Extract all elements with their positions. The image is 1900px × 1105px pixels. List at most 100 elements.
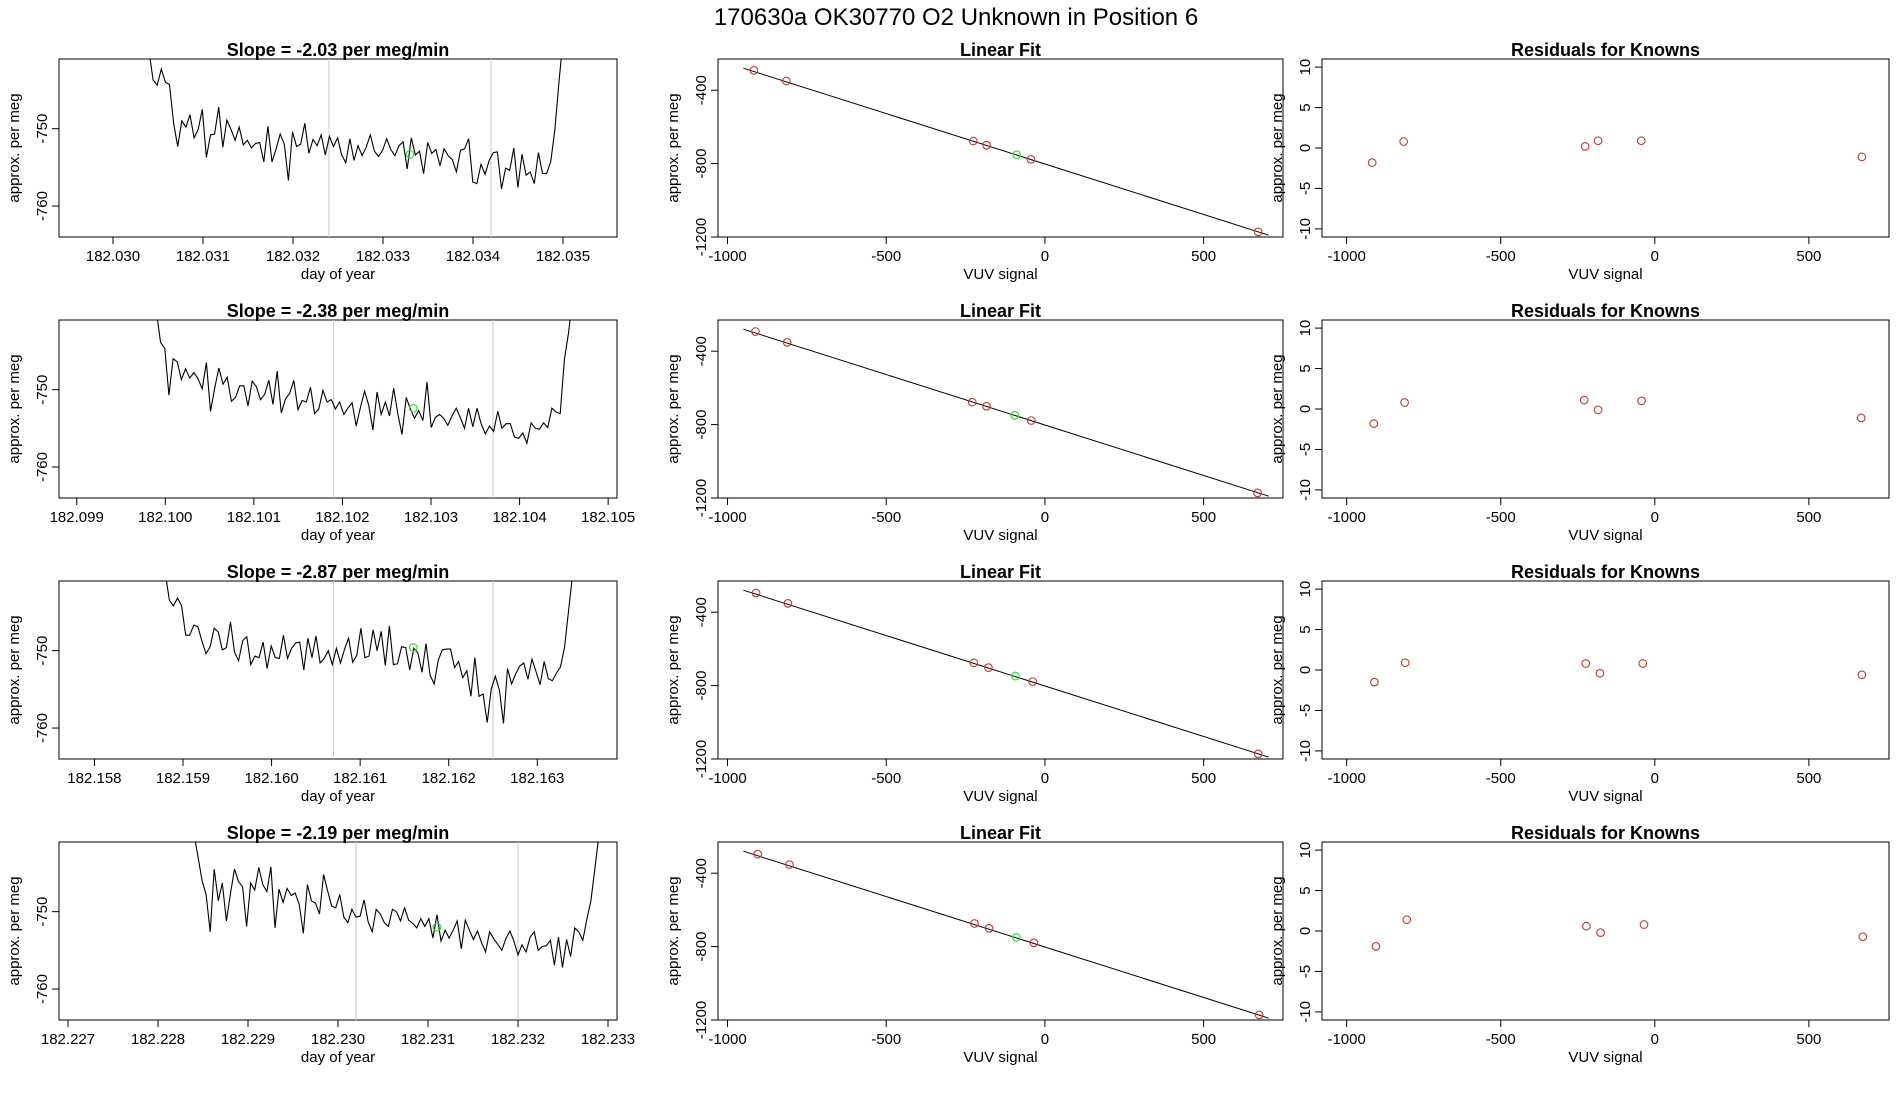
y-tick-label: 5: [1297, 625, 1314, 633]
known-point: [782, 338, 792, 347]
residual-point: [1636, 136, 1646, 146]
residual-point: [1371, 942, 1381, 951]
y-axis-label: approx. per meg: [6, 615, 23, 724]
y-axis-label: approx. per meg: [6, 93, 23, 202]
plot-frame: [717, 841, 1284, 1021]
panel-title: Slope = -2.87 per meg/min: [227, 562, 450, 582]
plot-frame: [1321, 841, 1890, 1021]
y-tick-label: 10: [1297, 581, 1314, 598]
y-tick-label: -400: [693, 336, 710, 366]
x-axis-label: VUV signal: [963, 527, 1037, 544]
y-tick-label: -750: [34, 897, 51, 927]
x-tick-label: -1000: [1327, 509, 1365, 526]
x-axis-label: day of year: [301, 266, 375, 283]
x-axis-label: day of year: [301, 527, 375, 544]
residual-point: [1580, 142, 1590, 151]
y-tick-label: 0: [1297, 405, 1314, 413]
y-tick-label: -760: [34, 974, 51, 1004]
y-axis-label: approx. per meg: [1269, 354, 1286, 463]
y-axis-label: approx. per meg: [6, 354, 23, 463]
x-tick-label: -1000: [708, 509, 746, 526]
x-tick-label: 182.229: [221, 1031, 275, 1048]
x-tick-label: 500: [1191, 1031, 1216, 1048]
x-tick-label: -500: [871, 248, 901, 265]
x-tick-label: 0: [1651, 1031, 1659, 1048]
y-tick-label: 0: [1297, 666, 1314, 674]
plot-area: [1371, 915, 1868, 951]
residual-point: [1596, 928, 1605, 937]
trace-line: [149, 59, 562, 190]
residual-point: [1858, 932, 1868, 942]
y-tick-label: -750: [34, 114, 51, 144]
residual-point: [1637, 396, 1646, 406]
x-tick-label: 500: [1191, 248, 1216, 265]
residual-point: [1367, 158, 1377, 167]
known-point: [781, 76, 791, 86]
x-tick-label: 182.162: [422, 770, 476, 787]
y-tick-label: -800: [693, 932, 710, 962]
y-axis-label: approx. per meg: [665, 876, 682, 985]
x-tick-label: -500: [871, 1031, 901, 1048]
x-tick-label: 182.101: [227, 509, 281, 526]
x-tick-label: -500: [1486, 1031, 1516, 1048]
x-axis-label: VUV signal: [963, 788, 1037, 805]
y-tick-label: 5: [1297, 103, 1314, 111]
x-tick-label: -500: [871, 509, 901, 526]
residual-point: [1593, 405, 1603, 415]
trace-line: [165, 581, 573, 724]
known-point: [970, 919, 979, 928]
residual-point: [1856, 413, 1866, 423]
x-tick-label: 0: [1041, 248, 1049, 265]
x-tick-label: -1000: [1327, 1031, 1365, 1048]
x-tick-label: 182.033: [356, 248, 410, 265]
plot-frame: [58, 580, 618, 760]
x-tick-label: 500: [1191, 770, 1216, 787]
unknown-point: [1011, 671, 1020, 681]
y-tick-label: -800: [693, 149, 710, 179]
x-tick-label: -1000: [708, 770, 746, 787]
x-tick-label: 182.035: [536, 248, 590, 265]
y-tick-label: 10: [1297, 320, 1314, 337]
x-axis-label: VUV signal: [1568, 527, 1642, 544]
panel-title: Linear Fit: [960, 823, 1041, 843]
known-point: [984, 663, 993, 672]
x-tick-label: 182.030: [86, 248, 140, 265]
x-tick-label: 0: [1651, 248, 1659, 265]
y-tick-label: -400: [693, 75, 710, 105]
y-tick-label: 10: [1297, 59, 1314, 76]
y-tick-label: -1200: [693, 740, 710, 778]
x-tick-label: 500: [1796, 248, 1821, 265]
known-point: [1253, 227, 1263, 237]
known-point: [1253, 488, 1262, 498]
x-tick-label: 500: [1796, 509, 1821, 526]
plot-area: [743, 588, 1269, 759]
panel-r0-c0: Slope = -2.03 per meg/min 182.030 182.031 1…: [6, 40, 618, 283]
y-tick-label: -400: [693, 858, 710, 888]
known-point: [751, 588, 761, 598]
x-tick-label: 0: [1651, 770, 1659, 787]
plot-frame: [717, 58, 1284, 238]
residual-point: [1581, 659, 1591, 668]
panel-title: Residuals for Knowns: [1511, 562, 1700, 582]
x-tick-label: 0: [1041, 509, 1049, 526]
plot-area: [1367, 136, 1867, 167]
x-tick-label: -500: [1486, 248, 1516, 265]
known-point: [969, 658, 979, 668]
y-tick-label: 5: [1297, 364, 1314, 372]
plot-frame: [1321, 580, 1890, 760]
panel-title: Linear Fit: [960, 562, 1041, 582]
plot-area: [165, 581, 573, 759]
y-tick-label: -1200: [693, 479, 710, 517]
y-tick-label: -5: [1297, 443, 1314, 456]
plot-area: [194, 842, 599, 1020]
x-tick-label: -500: [1486, 770, 1516, 787]
unknown-point: [432, 922, 442, 932]
x-tick-label: 182.159: [156, 770, 210, 787]
x-tick-label: 182.227: [41, 1031, 95, 1048]
y-tick-label: -1200: [693, 218, 710, 256]
residual-point: [1595, 668, 1605, 678]
x-tick-label: -1000: [1327, 248, 1365, 265]
y-tick-label: 0: [1297, 927, 1314, 935]
unknown-point: [408, 403, 418, 413]
known-point: [1026, 416, 1036, 425]
